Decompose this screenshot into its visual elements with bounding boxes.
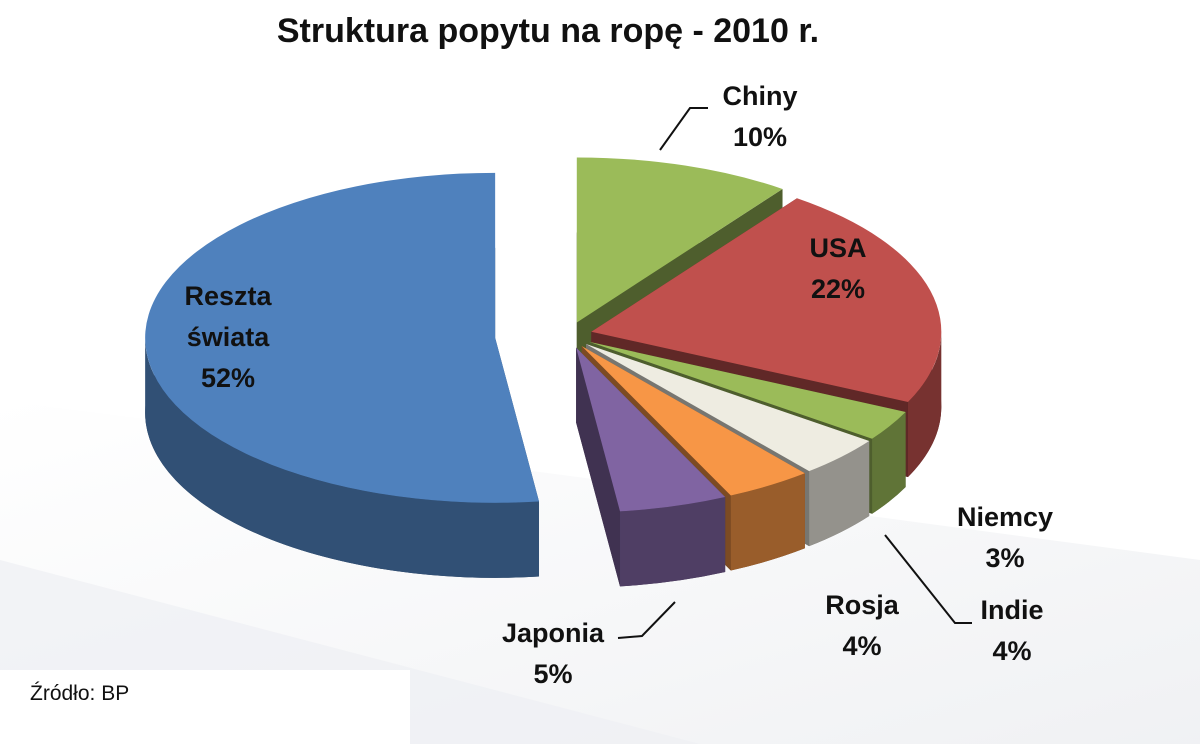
- source-box: [0, 670, 410, 744]
- slice-side: [907, 331, 942, 477]
- slice-side: [809, 441, 870, 547]
- slice: [576, 347, 726, 512]
- source: Źródło: BP: [30, 682, 130, 705]
- value-label: 22%: [810, 274, 866, 304]
- value-label: 52%: [200, 363, 256, 393]
- slice: [576, 157, 783, 323]
- slice-label: Chiny 10%: [722, 76, 797, 158]
- slice-side: [872, 411, 906, 514]
- value-label: 10%: [732, 122, 788, 152]
- slice: [145, 172, 540, 503]
- pie: [145, 157, 942, 587]
- slice-side: [620, 496, 726, 587]
- category-label: USA: [809, 233, 867, 263]
- category-label: Chiny: [722, 81, 798, 111]
- value-label: 5%: [533, 659, 573, 689]
- slice: [586, 344, 870, 472]
- slice-label: Indie 4%: [980, 590, 1043, 672]
- slice-label: Niemcy 3%: [957, 497, 1053, 579]
- value-label: 4%: [992, 636, 1032, 666]
- slice-side: [730, 473, 805, 571]
- slice-label: Japonia 5%: [502, 613, 604, 695]
- slice: [591, 198, 942, 402]
- category-label: Niemcy: [956, 502, 1054, 532]
- slice: [588, 341, 906, 439]
- value-label: 3%: [985, 543, 1025, 573]
- slice-label: USA 22%: [809, 228, 866, 310]
- slice-wall: [576, 347, 621, 587]
- chart-title: Struktura popytu na ropę - 2010 r.: [276, 12, 820, 50]
- category-label: Indie: [980, 595, 1044, 625]
- category-label: Japonia: [501, 618, 605, 648]
- slice-side: [145, 337, 540, 578]
- slice-label: Rosja 4%: [825, 585, 899, 667]
- leader-line: [617, 601, 676, 639]
- value-label: 4%: [842, 631, 882, 661]
- leader-line: [659, 107, 708, 151]
- category-label: Reszta świata: [184, 281, 272, 352]
- slice-label: Reszta świata 52%: [158, 276, 298, 399]
- category-label: Rosja: [825, 590, 899, 620]
- slice: [581, 346, 805, 496]
- leader-line: [884, 534, 972, 624]
